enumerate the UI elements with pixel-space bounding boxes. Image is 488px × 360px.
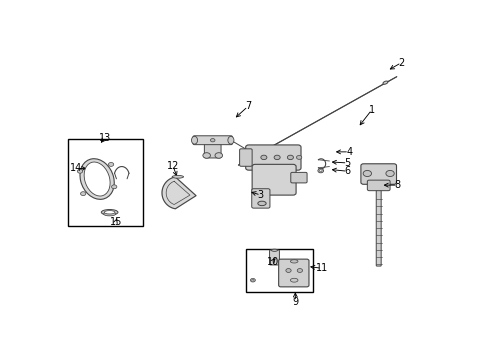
FancyBboxPatch shape <box>193 136 232 145</box>
FancyBboxPatch shape <box>252 164 295 195</box>
Text: 3: 3 <box>257 190 264 200</box>
Ellipse shape <box>191 136 197 144</box>
FancyBboxPatch shape <box>366 180 389 191</box>
Bar <box>245 249 312 292</box>
Text: 9: 9 <box>292 297 298 307</box>
Ellipse shape <box>274 155 280 159</box>
Text: 15: 15 <box>109 217 122 227</box>
Ellipse shape <box>104 211 115 214</box>
Ellipse shape <box>250 278 255 282</box>
Ellipse shape <box>108 162 114 166</box>
Ellipse shape <box>80 159 114 199</box>
FancyBboxPatch shape <box>290 172 306 183</box>
Ellipse shape <box>382 81 387 84</box>
Bar <box>68 139 142 226</box>
Ellipse shape <box>84 162 110 196</box>
Ellipse shape <box>385 170 393 176</box>
Ellipse shape <box>317 168 323 173</box>
Ellipse shape <box>210 139 215 142</box>
Text: 10: 10 <box>266 257 278 267</box>
Text: 14: 14 <box>70 163 82 174</box>
Text: 6: 6 <box>344 166 350 176</box>
FancyBboxPatch shape <box>245 145 301 170</box>
Ellipse shape <box>297 269 302 273</box>
Ellipse shape <box>271 249 277 251</box>
Ellipse shape <box>111 185 117 189</box>
Ellipse shape <box>290 260 297 263</box>
FancyBboxPatch shape <box>278 259 308 287</box>
Ellipse shape <box>296 156 301 159</box>
Polygon shape <box>238 77 396 165</box>
FancyBboxPatch shape <box>204 141 221 158</box>
Ellipse shape <box>285 269 290 273</box>
Ellipse shape <box>227 136 233 144</box>
Ellipse shape <box>287 155 293 159</box>
Ellipse shape <box>103 212 116 216</box>
FancyBboxPatch shape <box>239 149 252 166</box>
Text: 13: 13 <box>99 133 111 143</box>
Ellipse shape <box>260 155 266 159</box>
FancyBboxPatch shape <box>269 250 279 265</box>
Text: 2: 2 <box>398 58 404 68</box>
Ellipse shape <box>363 170 371 176</box>
Ellipse shape <box>215 153 222 158</box>
Polygon shape <box>162 177 196 209</box>
Ellipse shape <box>172 175 183 178</box>
FancyBboxPatch shape <box>360 164 396 184</box>
Text: 8: 8 <box>394 180 400 190</box>
Text: 12: 12 <box>166 161 179 171</box>
Ellipse shape <box>290 278 297 282</box>
Ellipse shape <box>319 170 322 172</box>
Text: 7: 7 <box>244 102 250 111</box>
FancyBboxPatch shape <box>251 189 269 208</box>
Ellipse shape <box>101 210 118 215</box>
Ellipse shape <box>81 192 86 195</box>
Text: 4: 4 <box>346 147 351 157</box>
Ellipse shape <box>251 279 253 281</box>
Text: 5: 5 <box>344 158 350 168</box>
Ellipse shape <box>257 201 265 206</box>
Ellipse shape <box>203 153 210 158</box>
Ellipse shape <box>77 169 82 173</box>
FancyBboxPatch shape <box>375 189 380 266</box>
Text: 1: 1 <box>368 105 374 115</box>
Text: 11: 11 <box>315 263 327 273</box>
